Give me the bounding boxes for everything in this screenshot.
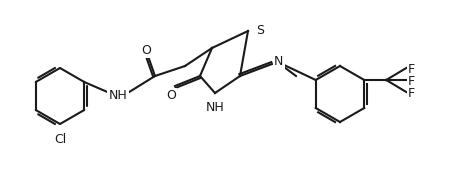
Text: O: O: [166, 89, 176, 102]
Text: NH: NH: [109, 89, 128, 102]
Text: S: S: [256, 24, 264, 37]
Text: N: N: [274, 55, 283, 68]
Text: NH: NH: [206, 101, 224, 114]
Text: F: F: [408, 75, 415, 88]
Text: O: O: [141, 44, 151, 57]
Text: Cl: Cl: [54, 133, 66, 146]
Text: F: F: [408, 63, 415, 76]
Text: F: F: [408, 87, 415, 100]
